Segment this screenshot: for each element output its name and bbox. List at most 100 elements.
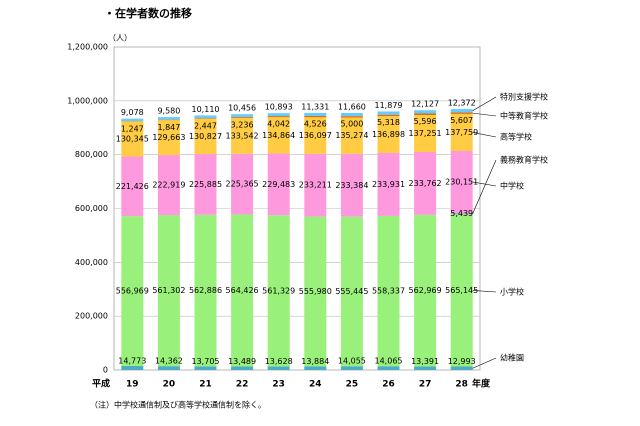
data-label: 233,384 — [335, 181, 368, 190]
data-label: 225,365 — [226, 180, 259, 189]
bar-segment — [194, 118, 217, 119]
leader-line — [472, 112, 497, 117]
x-tick-label: 21 — [199, 380, 212, 390]
data-label: 11,660 — [338, 102, 366, 111]
x-tick-label: 28 — [455, 380, 468, 390]
y-tick-label: 600,000 — [75, 204, 108, 213]
legend-label: 幼稚園 — [500, 353, 524, 363]
data-label: 221,426 — [116, 182, 149, 191]
x-tick-label: 22 — [236, 380, 249, 390]
y-tick-label: 0 — [103, 366, 108, 375]
data-label: 13,489 — [228, 357, 256, 366]
bar-segment — [304, 115, 327, 118]
data-label: 136,097 — [299, 131, 332, 140]
bar-segment — [340, 366, 363, 370]
data-label: 233,762 — [409, 179, 442, 188]
data-label: 1,247 — [121, 125, 144, 134]
bar-segment — [194, 366, 217, 370]
bar-segment — [267, 116, 290, 118]
data-label: 230,151 — [445, 177, 478, 186]
data-label: 137,251 — [409, 129, 442, 138]
bar-segment — [304, 216, 327, 367]
data-label: 13,705 — [192, 357, 220, 366]
bar-segment — [231, 214, 254, 367]
bar-segment — [414, 366, 437, 370]
data-label: 12,993 — [448, 357, 476, 366]
data-label: 11,879 — [375, 101, 403, 110]
data-label: 9,078 — [121, 108, 144, 117]
data-label: 10,893 — [265, 103, 293, 112]
data-label: 10,456 — [228, 104, 256, 113]
data-label: 134,864 — [262, 131, 295, 140]
data-label: 11,331 — [301, 102, 329, 111]
x-tick-label: 26 — [382, 380, 395, 390]
bar-segment — [231, 117, 254, 154]
data-label: 5,439 — [450, 209, 473, 218]
bar-segment — [377, 215, 400, 367]
data-label: 9,580 — [157, 107, 180, 116]
data-label: 10,110 — [192, 105, 220, 114]
x-tick-label: 24 — [309, 380, 322, 390]
bar-segment — [267, 366, 290, 370]
bar-segment — [340, 116, 363, 118]
data-label: 556,969 — [116, 287, 149, 296]
bar-segment — [194, 115, 217, 119]
data-label: 4,042 — [267, 120, 290, 129]
x-tick-label: 27 — [419, 380, 432, 390]
bar-segment — [267, 215, 290, 367]
data-label: 12,372 — [448, 99, 476, 108]
leader-line — [472, 290, 497, 293]
data-label: 133,542 — [226, 131, 259, 140]
data-label: 562,969 — [409, 286, 442, 295]
data-label: 5,607 — [450, 116, 473, 125]
data-label: 225,885 — [189, 180, 222, 189]
data-label: 5,000 — [340, 120, 363, 129]
bar-segment — [194, 214, 217, 367]
bar-segment — [340, 216, 363, 367]
bar-segment — [450, 150, 473, 213]
bar-segment — [340, 117, 363, 154]
bar-segment — [231, 153, 254, 215]
x-prefix: 平成 — [92, 378, 110, 390]
bar-segment — [157, 155, 180, 216]
legend-label: 義務教育学校 — [500, 155, 548, 165]
data-label: 561,329 — [262, 286, 295, 295]
x-suffix: 年度 — [472, 378, 491, 390]
y-tick-label: 1,200,000 — [67, 43, 108, 52]
data-label: 5,596 — [414, 117, 437, 126]
bar-segment — [450, 212, 473, 215]
x-tick-label: 23 — [272, 380, 285, 390]
bar-segment — [121, 366, 144, 370]
data-label: 555,445 — [335, 287, 368, 296]
data-label: 4,526 — [304, 119, 327, 128]
bar-segment — [121, 121, 144, 157]
data-label: 14,055 — [338, 357, 366, 366]
chart-title: ・在学者数の推移 — [104, 6, 192, 20]
y-tick-label: 1,000,000 — [67, 96, 108, 105]
y-tick-label: 200,000 — [75, 312, 108, 321]
data-label: 222,919 — [152, 181, 185, 190]
bar-segment — [157, 120, 180, 156]
x-tick-label: 19 — [126, 380, 139, 390]
data-label: 233,931 — [372, 180, 405, 189]
data-label: 130,345 — [116, 134, 149, 143]
bar-segment — [231, 116, 254, 118]
data-label: 14,362 — [155, 357, 183, 366]
bar-segment — [340, 112, 363, 117]
leader-line — [472, 181, 497, 187]
bar-segment — [121, 118, 144, 122]
bar-segment — [121, 216, 144, 367]
bar-segment — [304, 117, 327, 154]
bar-segment — [450, 113, 473, 151]
bar-segment — [450, 109, 473, 113]
leader-line — [472, 132, 497, 138]
y-tick-label: 800,000 — [75, 150, 108, 159]
bar-segment — [231, 114, 254, 117]
leader-line — [472, 96, 497, 111]
bar-segment — [157, 117, 180, 120]
legend-label: 小学校 — [500, 287, 524, 297]
bar-segment — [377, 111, 400, 115]
data-label: 14,773 — [118, 357, 146, 366]
legend-label: 中学校 — [500, 181, 524, 191]
